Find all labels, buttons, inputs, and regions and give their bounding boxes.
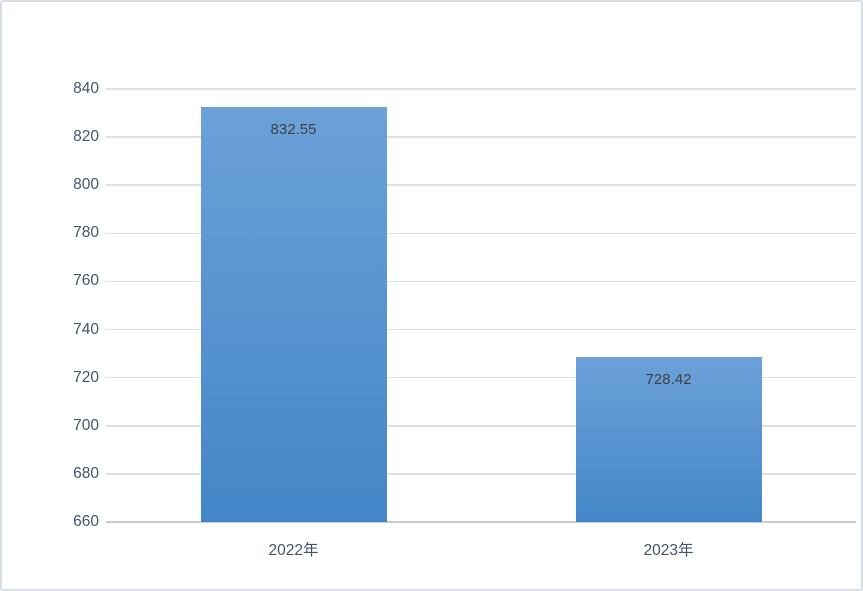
x-axis-category-label: 2022年 (268, 542, 319, 559)
y-axis-tick-label: 820 (73, 128, 99, 146)
x-axis-category-label: 2023年 (643, 542, 694, 559)
y-axis-tick-label: 800 (73, 176, 99, 194)
gridline (106, 473, 856, 475)
y-axis-tick-label: 740 (73, 320, 99, 338)
y-axis-tick-label: 660 (73, 513, 99, 530)
gridline (106, 376, 856, 379)
y-axis-tick-label: 760 (73, 272, 99, 290)
gridline (106, 232, 856, 235)
bar-value-label: 728.42 (645, 371, 692, 389)
gridline (106, 280, 856, 283)
gridline (106, 88, 856, 90)
bar-value-label: 832.55 (270, 120, 317, 138)
y-axis-tick-label: 680 (73, 464, 99, 482)
gridline (106, 328, 856, 331)
y-axis-tick-label: 720 (73, 368, 99, 386)
y-axis-tick-label: 840 (73, 80, 99, 97)
gridline (106, 184, 856, 186)
gridline (106, 425, 856, 427)
bar-2022年 (200, 106, 387, 522)
bar-2023年 (575, 357, 762, 522)
y-axis-tick-label: 780 (73, 224, 99, 242)
y-axis-tick-label: 700 (73, 416, 99, 434)
x-axis-line (106, 521, 856, 523)
gridline (106, 136, 856, 138)
